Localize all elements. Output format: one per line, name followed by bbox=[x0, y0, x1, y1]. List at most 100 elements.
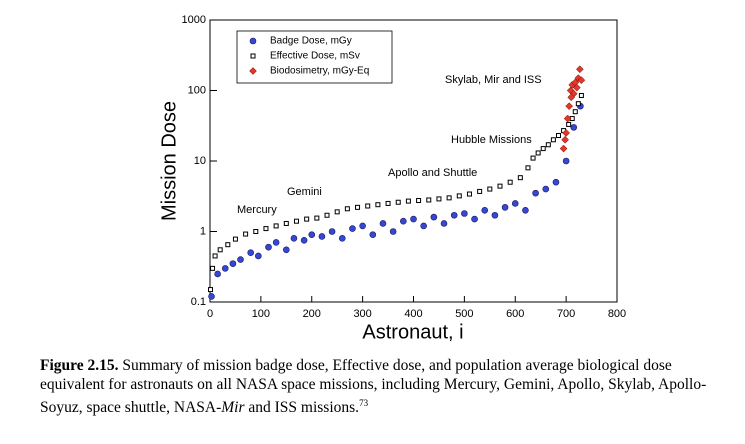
x-axis-label: Astronaut, i bbox=[362, 321, 463, 343]
annotation: Apollo and Shuttle bbox=[388, 167, 477, 179]
legend-label: Effective Dose, mSv bbox=[270, 51, 360, 62]
point bbox=[491, 211, 499, 219]
point bbox=[572, 83, 581, 92]
point bbox=[410, 215, 417, 223]
point bbox=[471, 215, 478, 223]
point bbox=[555, 132, 561, 138]
point bbox=[575, 101, 581, 107]
point bbox=[338, 235, 346, 242]
point bbox=[426, 197, 432, 203]
point bbox=[273, 223, 279, 229]
point bbox=[212, 253, 218, 259]
point bbox=[517, 175, 523, 181]
point bbox=[577, 76, 586, 85]
x-tick-label: 300 bbox=[353, 308, 371, 320]
point bbox=[334, 209, 340, 215]
x-tick-label: 100 bbox=[252, 308, 270, 320]
point bbox=[540, 146, 546, 152]
point bbox=[572, 109, 578, 115]
legend-label: Biodosimetry, mGy-Eq bbox=[270, 66, 369, 77]
caption-reference: 73 bbox=[359, 398, 369, 408]
x-tick-label: 600 bbox=[506, 308, 524, 320]
point bbox=[562, 129, 570, 137]
point bbox=[324, 212, 330, 218]
point bbox=[359, 222, 366, 230]
point bbox=[456, 193, 462, 199]
point bbox=[344, 206, 350, 212]
point bbox=[440, 220, 448, 227]
point bbox=[300, 237, 308, 244]
point bbox=[420, 222, 427, 230]
point bbox=[552, 178, 560, 186]
point bbox=[563, 114, 572, 123]
point bbox=[400, 217, 407, 225]
point bbox=[565, 102, 574, 110]
annotation: Hubble Missions bbox=[451, 134, 532, 146]
legend-marker bbox=[249, 67, 257, 75]
y-tick-label: 10 bbox=[194, 155, 206, 167]
point bbox=[328, 228, 336, 235]
point bbox=[365, 203, 371, 209]
point bbox=[355, 204, 361, 210]
point bbox=[559, 144, 568, 153]
point bbox=[290, 235, 298, 242]
chart: Astronaut, i Mission Dose 0 100 200 300 400 5… bbox=[158, 14, 626, 343]
x-tick-label: 700 bbox=[557, 308, 575, 320]
point bbox=[210, 265, 216, 271]
point bbox=[217, 247, 223, 253]
point bbox=[477, 188, 483, 194]
point bbox=[530, 155, 536, 161]
point bbox=[225, 242, 231, 248]
point bbox=[578, 92, 584, 98]
point bbox=[562, 157, 570, 165]
point bbox=[272, 239, 280, 246]
legend-label: Badge Dose, mGy bbox=[270, 36, 352, 47]
point bbox=[416, 198, 422, 204]
point bbox=[379, 220, 387, 227]
point bbox=[535, 150, 541, 156]
point bbox=[466, 191, 472, 197]
x-tick-label: 500 bbox=[455, 308, 473, 320]
x-tick-label: 800 bbox=[608, 308, 626, 320]
point bbox=[375, 202, 381, 208]
point bbox=[253, 229, 259, 234]
point bbox=[550, 137, 556, 143]
point bbox=[481, 206, 489, 214]
point bbox=[255, 252, 262, 260]
legend-marker bbox=[249, 37, 257, 45]
annotation: Mercury bbox=[237, 204, 277, 216]
point bbox=[487, 186, 493, 192]
point bbox=[385, 200, 391, 206]
point bbox=[570, 124, 578, 131]
annotation: Skylab, Mir and ISS bbox=[445, 74, 542, 86]
figure-caption: Figure 2.15. Summary of mission badge do… bbox=[40, 356, 712, 417]
point bbox=[389, 228, 397, 235]
point bbox=[318, 233, 326, 240]
y-tick-label: 100 bbox=[188, 84, 206, 96]
point bbox=[237, 256, 244, 263]
point bbox=[507, 179, 513, 185]
caption-text-end: and ISS missions. bbox=[244, 399, 360, 417]
caption-label: Figure 2.15. bbox=[40, 357, 119, 374]
point bbox=[221, 265, 229, 272]
point bbox=[542, 185, 550, 193]
point bbox=[349, 225, 356, 232]
point bbox=[405, 198, 411, 204]
point bbox=[208, 287, 214, 293]
point bbox=[450, 211, 458, 219]
point bbox=[247, 249, 254, 257]
x-tick-label: 400 bbox=[404, 308, 422, 320]
point bbox=[229, 260, 237, 267]
point bbox=[522, 206, 529, 214]
point bbox=[232, 236, 238, 242]
point bbox=[574, 74, 583, 82]
caption-text: Summary of mission badge dose, Effective… bbox=[40, 357, 707, 417]
point bbox=[314, 215, 320, 221]
point bbox=[243, 231, 249, 237]
y-tick-label: 1 bbox=[200, 225, 206, 237]
point bbox=[576, 65, 584, 74]
point bbox=[208, 293, 215, 300]
x-tick-label: 0 bbox=[207, 308, 213, 320]
point bbox=[532, 189, 539, 197]
